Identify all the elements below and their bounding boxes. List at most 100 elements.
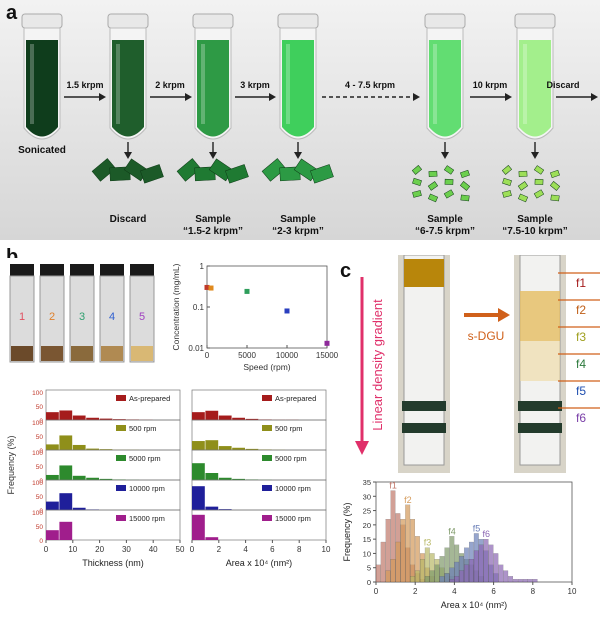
fraction-bar [425,576,430,582]
fraction-bar [396,542,401,582]
legend-swatch [116,485,126,491]
y-tick-label: 50 [36,524,44,531]
tube-right-band [520,291,560,341]
fraction-bar [430,571,435,582]
flake [460,170,469,178]
fraction-bar [405,505,410,582]
histogram-bar [192,441,205,450]
histogram-bar [205,440,218,450]
y-tick-label: 100 [32,450,43,457]
photo-vial-cap [100,264,124,276]
vial-number: 2 [49,311,55,323]
fraction-bar [410,519,415,582]
x-tick-label: 10 [322,545,331,554]
down-arrow-head [209,152,217,159]
fraction-bar [469,559,474,582]
vial-cap [22,14,62,28]
histogram-bar [192,412,205,420]
fraction-bar [508,576,513,582]
x-tick-label: 4 [243,545,248,554]
y-tick-label: 0.01 [188,344,204,353]
histogram-bar [46,530,59,540]
tube-right-band [520,341,560,381]
vial-cap [425,14,465,28]
vial-highlight [30,44,34,124]
fraction-bar [401,519,406,582]
legend-swatch [116,395,126,401]
x-tick-label: 4 [452,587,457,596]
x-tick-label: 0 [205,351,210,360]
x-tick-label: 10000 [276,351,299,360]
legend-swatch [116,455,126,461]
step-arrow-head [591,93,598,101]
legend-label: As-prepared [275,394,316,403]
fraction-bar [523,579,528,582]
y-axis-label: Frequency (%) [342,502,352,561]
scatter-point [285,308,290,313]
scatter-point [209,286,214,291]
tube-left-ring [402,401,446,411]
fraction-bar [489,545,494,582]
histogram-bar [46,444,59,450]
flake [412,178,421,185]
step-label: 10 krpm [473,80,508,90]
x-tick-label: 15000 [316,351,339,360]
vial-number: 5 [139,311,145,323]
flake [428,182,438,191]
flake-label: Discard [110,214,147,225]
vial-number: 3 [79,311,85,323]
y-tick-label: 50 [36,434,44,441]
histogram-bar [46,502,59,510]
fraction-label: f3 [576,330,586,344]
photo-vial-sediment [131,346,153,361]
histogram-bar [205,473,218,480]
y-tick-label: 100 [32,390,43,397]
histogram-bar [192,486,205,510]
vial-highlight [116,44,120,124]
series-label: f1 [389,481,397,491]
flake [444,190,454,199]
fraction-bar [450,579,455,582]
fraction-bar [494,553,499,582]
x-tick-label: 10 [568,587,577,596]
vial-label: Sonicated [18,145,66,156]
y-tick-label: 25 [363,507,371,516]
legend-swatch [262,485,272,491]
flake [550,170,559,178]
y-tick-label: 20 [363,521,371,530]
y-tick-label: 100 [32,480,43,487]
flake-label: Sample [195,214,231,225]
y-tick-label: 100 [32,420,43,427]
step-arrow-head [185,93,192,101]
vial-highlight [523,44,527,124]
y-tick-label: 50 [36,464,44,471]
y-tick-label: 10 [363,549,371,558]
series-label: f5 [473,523,481,533]
x-tick-label: 0 [374,587,379,596]
histogram-bar [205,537,218,540]
histogram-bar [59,493,72,510]
y-tick-label: 35 [363,478,371,487]
flake [518,194,527,202]
flake [551,195,560,201]
legend-swatch [262,425,272,431]
down-arrow-head [441,152,449,159]
flake [534,190,544,199]
x-tick-label: 0 [190,545,195,554]
fraction-bar [503,571,508,582]
legend-label: 15000 rpm [129,514,165,523]
y-tick-label: 1 [200,262,205,271]
y-tick-label: 0 [367,578,371,587]
series-label: f3 [424,538,432,548]
histogram-bar [219,416,232,420]
flake-sublabel: “6-7.5 krpm” [415,226,475,237]
down-arrow-head [531,152,539,159]
scatter-frame [207,266,327,348]
